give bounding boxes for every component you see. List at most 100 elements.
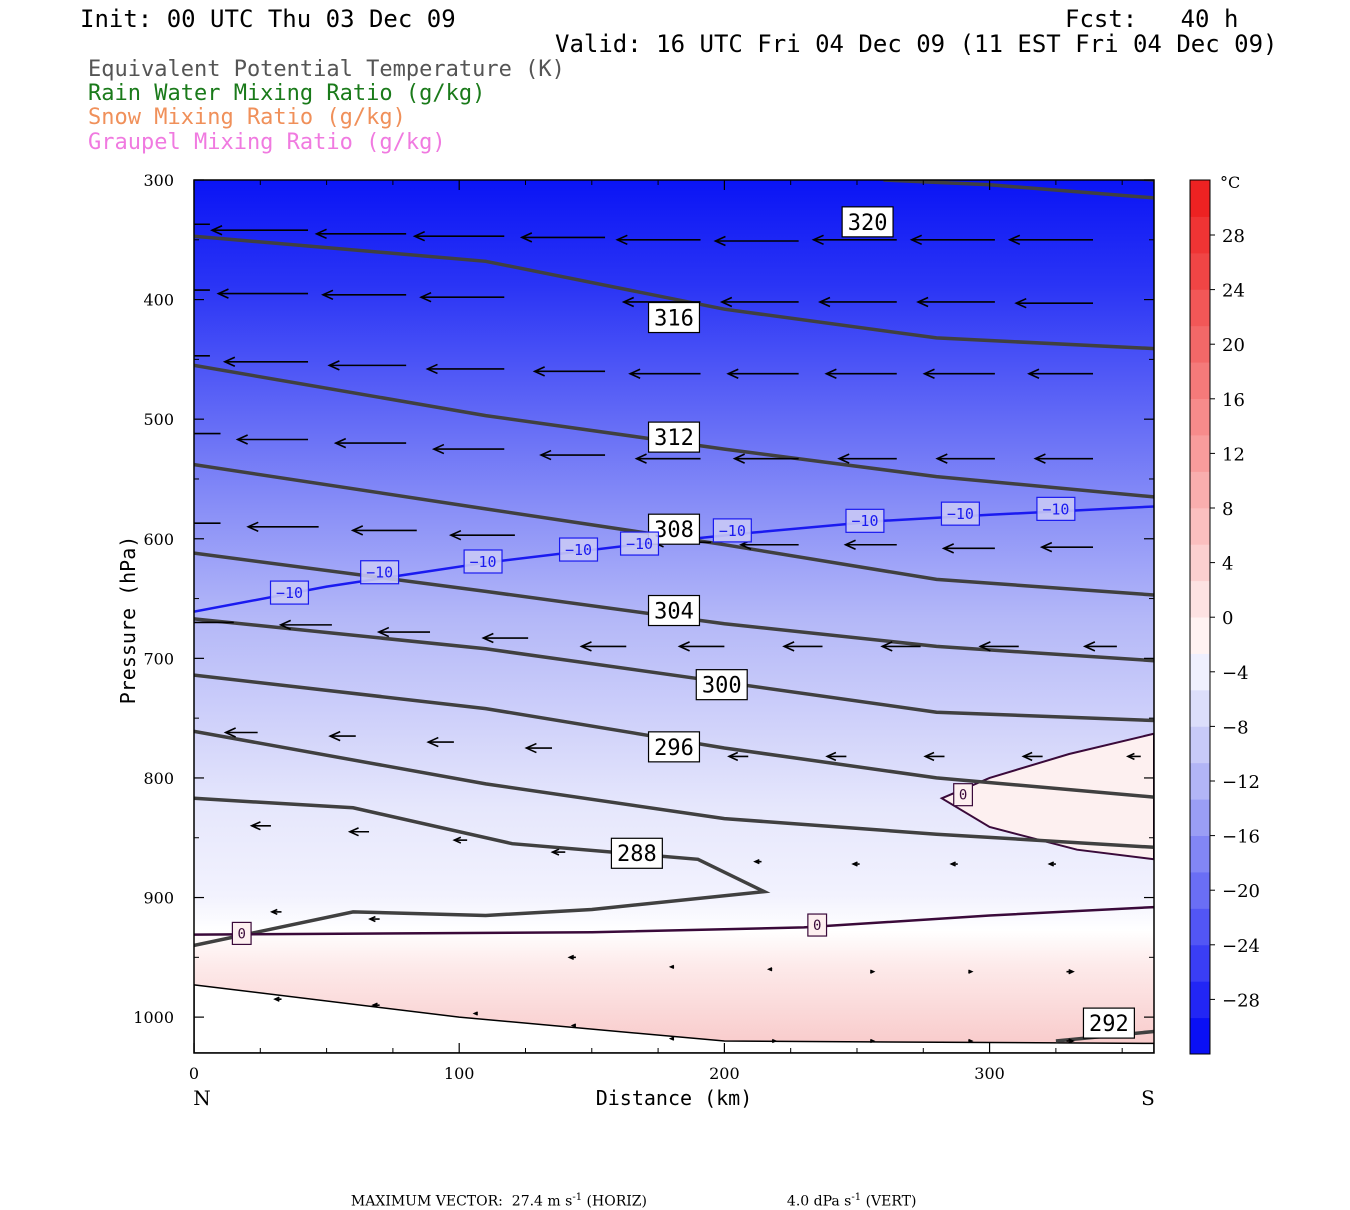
wind-vector — [713, 235, 799, 247]
wind-vector — [732, 453, 799, 464]
wind-vector — [766, 967, 773, 972]
colorbar-swatch — [1190, 544, 1210, 582]
y-axis-title: Pressure (hPa) — [116, 536, 140, 705]
isotherm-label: −10 — [269, 580, 310, 605]
wind-vector — [412, 230, 505, 242]
isotherm-label: 0 — [231, 921, 252, 946]
wind-vector — [1027, 368, 1094, 379]
wind-vector — [223, 727, 258, 738]
isotherm-label: −10 — [712, 518, 752, 543]
isotherm-label: −10 — [360, 560, 400, 585]
svg-text:300: 300 — [702, 674, 742, 699]
wind-vector — [935, 453, 995, 464]
valid-time: Valid: 16 UTC Fri 04 Dec 09 (11 EST Fri … — [555, 30, 1278, 58]
colorbar-swatch — [1190, 799, 1210, 836]
max-vector-label: MAXIMUM VECTOR: 27.4 m s-1 (HORIZ) — [350, 1192, 647, 1210]
x-tick-label: 300 — [974, 1064, 1005, 1083]
wind-vector — [314, 228, 407, 240]
svg-text:292: 292 — [1089, 1012, 1129, 1037]
svg-text:−10: −10 — [276, 584, 303, 602]
wind-vector — [949, 861, 958, 867]
wind-vector — [1066, 1038, 1075, 1044]
isotherm-label: −10 — [619, 531, 660, 556]
theta-e-contour — [194, 796, 771, 948]
forecast-hour: Fcst: 40 h — [1065, 5, 1239, 33]
theta-e-contour — [194, 234, 1154, 351]
colorbar-swatch — [1190, 507, 1210, 545]
wind-vector — [567, 954, 576, 960]
isotherm-label: −10 — [1036, 496, 1076, 521]
wind-vector — [916, 296, 995, 308]
svg-text:−10: −10 — [851, 512, 878, 530]
wind-vector — [818, 296, 897, 308]
wind-vector — [628, 368, 701, 379]
wind-vector — [851, 861, 860, 867]
colorbar-label: −20 — [1222, 881, 1260, 902]
theta-e-label: 316 — [647, 301, 701, 334]
wind-vector — [922, 368, 995, 379]
wind-vector — [719, 296, 799, 308]
wind-vector — [371, 1002, 380, 1008]
wind-vector — [579, 641, 627, 652]
wind-vector — [1039, 541, 1094, 553]
wind-vector — [968, 969, 974, 974]
colorbar-swatch — [1190, 653, 1210, 691]
wind-vector — [278, 619, 332, 631]
svg-text:0: 0 — [813, 918, 821, 934]
y-tick-label: 600 — [143, 530, 174, 549]
vert-vector-label: 4.0 dPa s-1 (VERT) — [786, 1192, 917, 1210]
colorbar-swatch — [1190, 216, 1210, 254]
colorbar-label: 8 — [1222, 499, 1233, 520]
legend-graupel: Graupel Mixing Ratio (g/kg) — [88, 130, 446, 155]
x-axis-title: Distance (km) — [596, 1086, 753, 1110]
wind-vector — [210, 224, 309, 236]
terrain-mask — [194, 984, 1154, 1053]
wind-vector — [222, 356, 309, 368]
colorbar-label: −28 — [1222, 990, 1260, 1011]
colorbar-label: −8 — [1222, 717, 1249, 738]
svg-text:304: 304 — [654, 599, 694, 624]
wind-vector — [350, 525, 417, 536]
svg-text:0: 0 — [238, 926, 246, 942]
x-tick-label: 200 — [709, 1064, 740, 1083]
wind-vector — [452, 836, 468, 844]
colorbar-swatch — [1190, 180, 1210, 217]
theta-e-label: 296 — [647, 731, 701, 763]
legend-theta-e: Equivalent Potential Temperature (K) — [88, 57, 565, 82]
wind-vector — [194, 289, 210, 291]
wind-vector — [825, 751, 847, 762]
colorbar-label: −12 — [1222, 772, 1260, 793]
colorbar-label: 0 — [1222, 608, 1233, 629]
colorbar-label: 12 — [1222, 444, 1245, 465]
wind-vector — [782, 641, 823, 652]
wind-vector — [481, 632, 529, 644]
colorbar-swatch — [1190, 289, 1210, 327]
wind-vector — [425, 363, 505, 375]
theta-e-contour — [194, 462, 1154, 597]
colorbar-swatch — [1190, 871, 1210, 909]
wind-vector — [269, 908, 282, 916]
wind-vector — [376, 626, 431, 638]
wind-vector — [419, 291, 505, 303]
wind-vector — [431, 443, 505, 455]
isotherm-label: 0 — [807, 913, 828, 937]
freezing-isotherm — [194, 905, 1154, 936]
wind-vector — [273, 996, 282, 1002]
wind-vector — [837, 453, 897, 464]
theta-e-contour — [194, 673, 1154, 799]
wind-vector — [532, 366, 606, 377]
wind-vector — [194, 432, 221, 435]
colorbar-swatch — [1190, 726, 1210, 764]
y-tick-label: 900 — [143, 889, 174, 908]
colorbar-swatch — [1190, 1017, 1210, 1055]
colorbar-label: −4 — [1222, 663, 1249, 684]
y-tick-label: 400 — [143, 291, 174, 310]
wind-vector — [615, 234, 701, 246]
theta-e-label: 320 — [841, 206, 894, 238]
svg-text:−10: −10 — [947, 505, 974, 523]
legend-snow: Snow Mixing Ratio (g/kg) — [88, 105, 406, 130]
svg-text:296: 296 — [654, 736, 694, 761]
wind-vector — [1047, 861, 1056, 867]
y-tick-label: 800 — [143, 769, 174, 788]
y-tick-label: 700 — [143, 649, 174, 668]
